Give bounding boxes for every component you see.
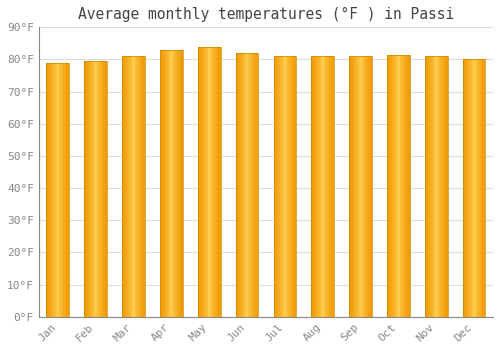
Bar: [463, 60, 485, 317]
Bar: [160, 50, 182, 317]
Bar: [312, 56, 334, 317]
Bar: [122, 56, 145, 317]
Bar: [425, 56, 448, 317]
Bar: [274, 56, 296, 317]
Bar: [349, 56, 372, 317]
Title: Average monthly temperatures (°F ) in Passi: Average monthly temperatures (°F ) in Pa…: [78, 7, 454, 22]
Bar: [84, 61, 107, 317]
Bar: [46, 63, 69, 317]
Bar: [198, 47, 220, 317]
Bar: [387, 55, 410, 317]
Bar: [236, 53, 258, 317]
